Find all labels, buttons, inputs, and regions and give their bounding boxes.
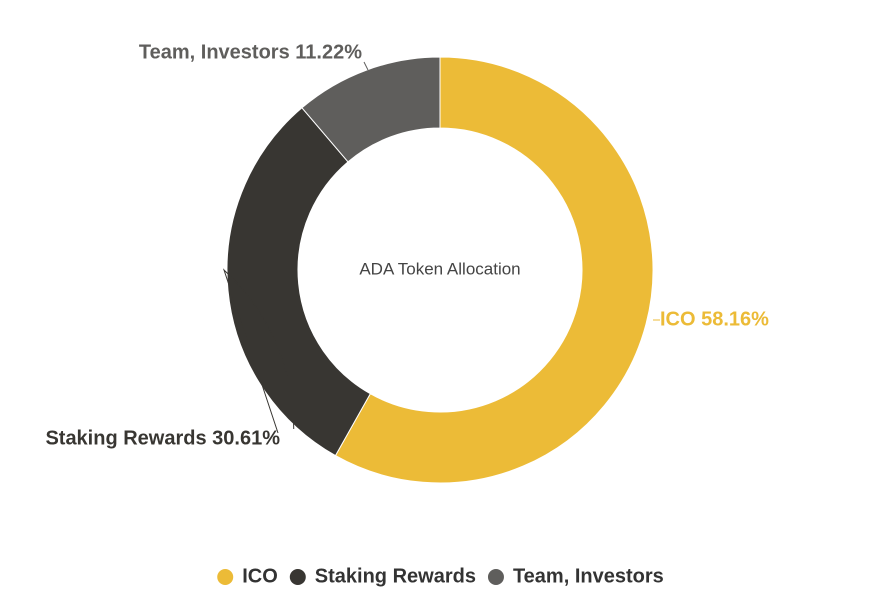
legend-marker-staking-rewards [289,569,306,585]
slice-ico[interactable] [334,56,654,484]
slice-staking-rewards[interactable] [226,107,371,457]
legend-item-staking-rewards[interactable]: Staking Rewards [289,565,476,587]
legend-item-ico[interactable]: ICO [217,565,278,587]
leader-lines-group [222,61,660,434]
slice-labels-group: ICO 58.16% Staking Rewards 30.61% Team, In… [45,41,769,449]
slice-team-investors[interactable] [301,56,441,163]
data-label-staking-rewards: Staking Rewards 30.61% [45,427,280,449]
legend: ICO Staking Rewards Team, Investors [217,565,664,587]
legend-label-ico: ICO [242,565,278,587]
data-label-ico: ICO 58.16% [660,308,769,330]
chart-title: ADA Token Allocation [359,259,520,278]
slices-group [226,56,654,484]
leader-line-team-investors [363,61,369,71]
data-label-team-investors: Team, Investors 11.22% [139,41,362,63]
legend-marker-ico [217,569,234,585]
legend-marker-team-investors [487,569,504,585]
legend-label-staking-rewards: Staking Rewards [315,565,476,587]
legend-label-team-investors: Team, Investors [513,565,664,587]
legend-item-team-investors[interactable]: Team, Investors [487,565,664,587]
leader-line-staking-rewards [222,268,295,434]
